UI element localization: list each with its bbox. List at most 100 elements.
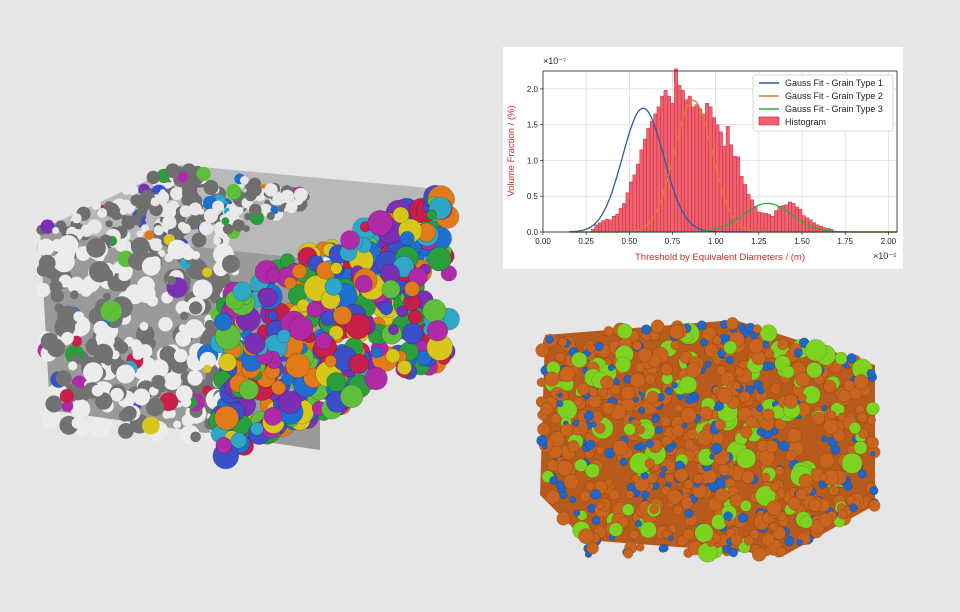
grain [536, 435, 548, 447]
grain [150, 359, 169, 378]
x-multiplier: ×10⁻⁵ [873, 251, 897, 261]
grain [189, 301, 203, 315]
grain [158, 249, 166, 257]
grain [631, 474, 641, 483]
grain [616, 323, 633, 340]
grain [52, 227, 60, 234]
grain [671, 381, 679, 389]
grain [354, 274, 373, 293]
histogram-bar [725, 125, 730, 233]
grain [392, 206, 410, 224]
grain [615, 356, 632, 373]
grain [730, 534, 743, 546]
grain [238, 379, 259, 400]
grain [826, 410, 837, 421]
legend-label: Histogram [785, 117, 826, 127]
x-tick-label: 1.00 [708, 237, 724, 246]
grain [857, 412, 868, 423]
grain [266, 267, 281, 283]
grain [404, 280, 420, 297]
grain [761, 532, 775, 547]
grain [577, 382, 590, 396]
grain [776, 546, 787, 557]
grain [759, 324, 778, 342]
grain [364, 367, 388, 391]
grain [795, 372, 811, 388]
histogram-bar [712, 117, 716, 233]
grain [130, 237, 150, 257]
grain [787, 428, 802, 444]
grain [654, 425, 664, 435]
grain [559, 366, 576, 383]
grain [857, 469, 867, 479]
grain [811, 411, 826, 426]
grain [142, 416, 160, 435]
grain [685, 362, 702, 379]
grain [680, 496, 694, 510]
grain [165, 163, 181, 178]
grain [89, 261, 111, 283]
grain [869, 486, 879, 496]
histogram-bar [698, 108, 703, 233]
legend-label: Gauss Fit - Grain Type 1 [785, 78, 883, 88]
grain [741, 470, 755, 484]
grain [728, 547, 739, 558]
grain [263, 406, 283, 426]
grain [396, 360, 412, 376]
histogram-bar [788, 201, 792, 233]
histogram-bar [691, 106, 696, 233]
grain [71, 387, 86, 401]
grain [203, 432, 214, 442]
grain [104, 202, 120, 218]
grain [641, 324, 652, 335]
histogram-bar [722, 145, 727, 233]
grain [870, 451, 876, 457]
grain [680, 406, 697, 424]
grain [427, 246, 452, 272]
grain [426, 209, 438, 221]
grain [540, 402, 554, 416]
grain [340, 230, 360, 250]
grain [554, 352, 566, 363]
grain [793, 348, 803, 358]
grain [86, 238, 106, 258]
grain [684, 508, 694, 518]
grain [158, 317, 173, 332]
grain [218, 353, 237, 372]
y-axis-label: Volume Fraction / (%) [506, 105, 517, 196]
grain [139, 321, 149, 331]
grain [604, 447, 615, 459]
grain [684, 394, 694, 404]
grain [55, 316, 73, 334]
grain [818, 512, 833, 528]
grain [162, 347, 179, 364]
histogram-bar [767, 213, 772, 233]
grain [71, 213, 82, 224]
grain [595, 445, 605, 455]
grain [41, 409, 61, 429]
grain [324, 355, 337, 368]
grain [823, 418, 839, 435]
grain [837, 389, 852, 403]
grain [578, 528, 595, 545]
grain [97, 208, 108, 218]
grain [105, 220, 113, 228]
histogram-bar [750, 199, 754, 233]
histogram-bar [667, 95, 671, 233]
grain [203, 364, 212, 373]
histogram-bar [598, 222, 602, 233]
plot-frame [542, 70, 898, 233]
grain [674, 467, 689, 483]
grain [244, 332, 266, 355]
grain [763, 348, 775, 359]
grain [535, 343, 550, 358]
grain [38, 254, 56, 272]
grain [738, 390, 751, 403]
grain [71, 335, 82, 347]
grain [401, 322, 424, 345]
grain [590, 489, 601, 500]
histogram-bar [608, 219, 613, 233]
grain [94, 392, 113, 410]
grain [162, 205, 177, 219]
grain [608, 522, 623, 537]
